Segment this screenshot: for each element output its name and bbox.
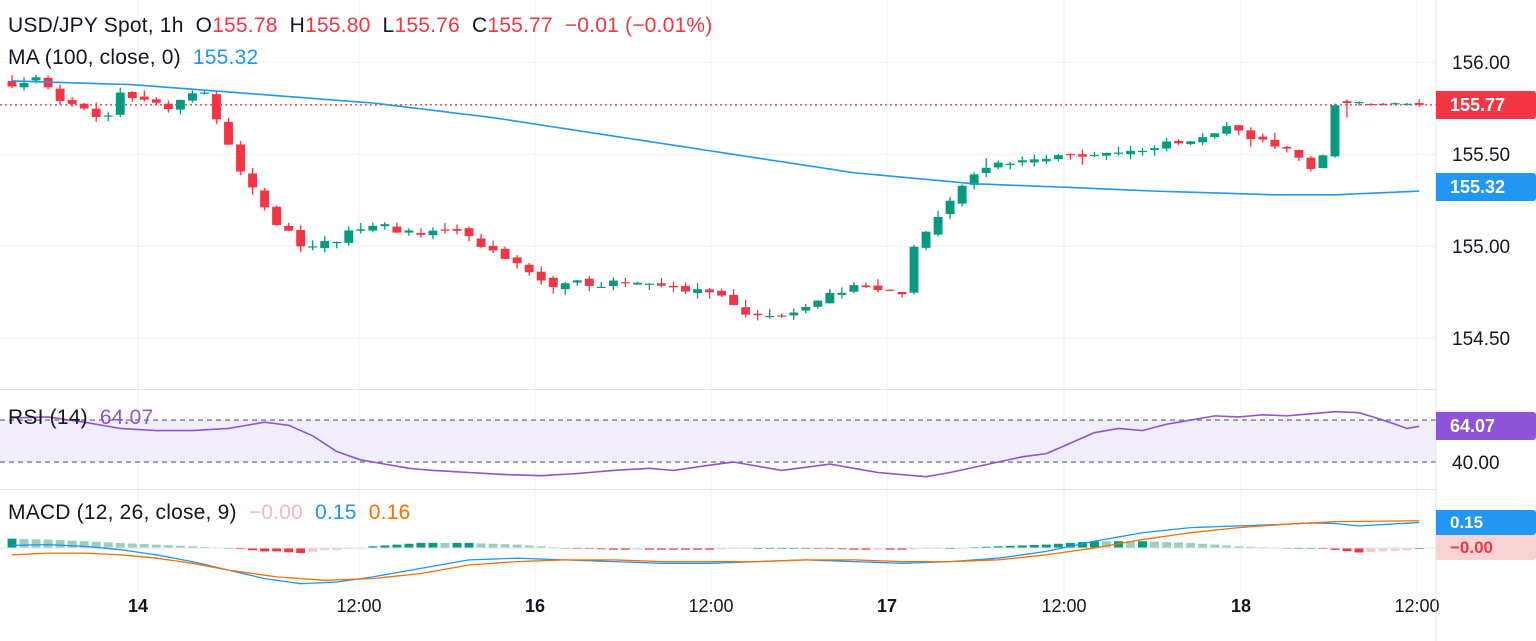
svg-text:17: 17 (877, 596, 897, 616)
svg-text:12:00: 12:00 (336, 596, 381, 616)
svg-text:14: 14 (128, 596, 148, 616)
svg-text:12:00: 12:00 (1394, 596, 1439, 616)
svg-text:155.00: 155.00 (1452, 237, 1510, 258)
svg-text:154.50: 154.50 (1452, 329, 1510, 350)
svg-text:18: 18 (1231, 596, 1251, 616)
svg-text:16: 16 (525, 596, 545, 616)
svg-text:155.50: 155.50 (1452, 145, 1510, 166)
svg-text:12:00: 12:00 (688, 596, 733, 616)
svg-text:40.00: 40.00 (1452, 453, 1500, 474)
svg-text:12:00: 12:00 (1041, 596, 1086, 616)
svg-text:156.00: 156.00 (1452, 53, 1510, 74)
